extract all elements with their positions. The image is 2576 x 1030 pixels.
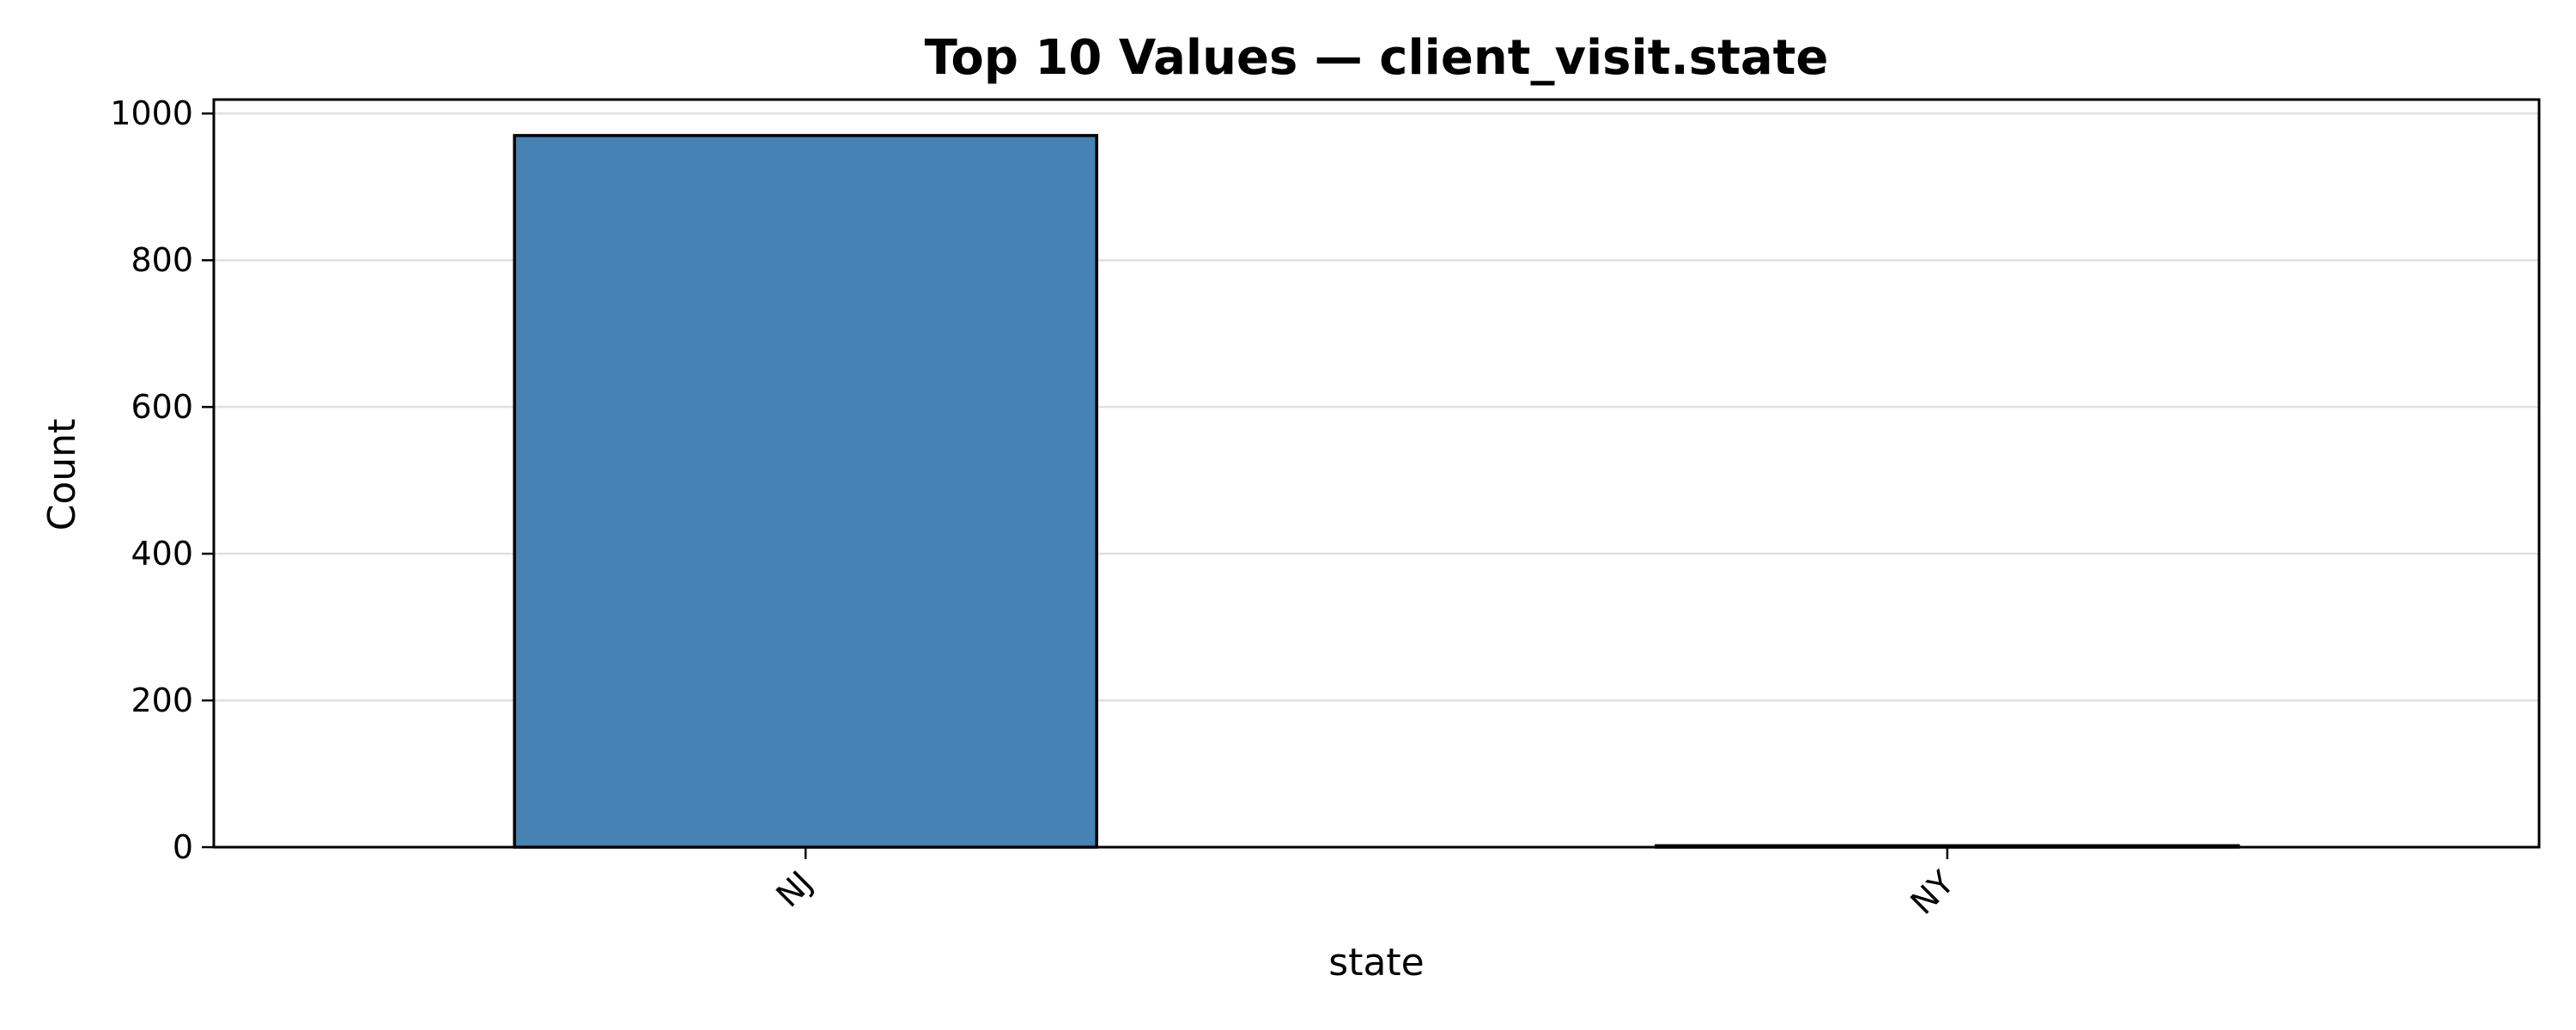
y-tick-label: 1000 xyxy=(110,94,193,132)
x-axis-ticks: NJ NY xyxy=(769,847,1962,922)
x-tick-label: NJ xyxy=(769,863,819,914)
y-axis-label: Count xyxy=(40,419,84,531)
y-tick-label: 800 xyxy=(131,241,193,279)
plot-area-frame xyxy=(212,98,2541,849)
chart-title: Top 10 Values — client_visit.state xyxy=(925,30,1829,86)
y-tick-label: 400 xyxy=(131,535,193,573)
y-axis-ticks: 0 200 400 600 800 1000 xyxy=(110,94,214,866)
bar-nj xyxy=(513,134,1098,849)
y-tick-label: 0 xyxy=(173,828,193,866)
bars xyxy=(513,134,2240,849)
y-tick-label: 200 xyxy=(131,682,193,719)
y-tick-label: 600 xyxy=(131,388,193,426)
x-tick-label: NY xyxy=(1904,863,1962,922)
x-axis-label: state xyxy=(1328,941,1424,985)
